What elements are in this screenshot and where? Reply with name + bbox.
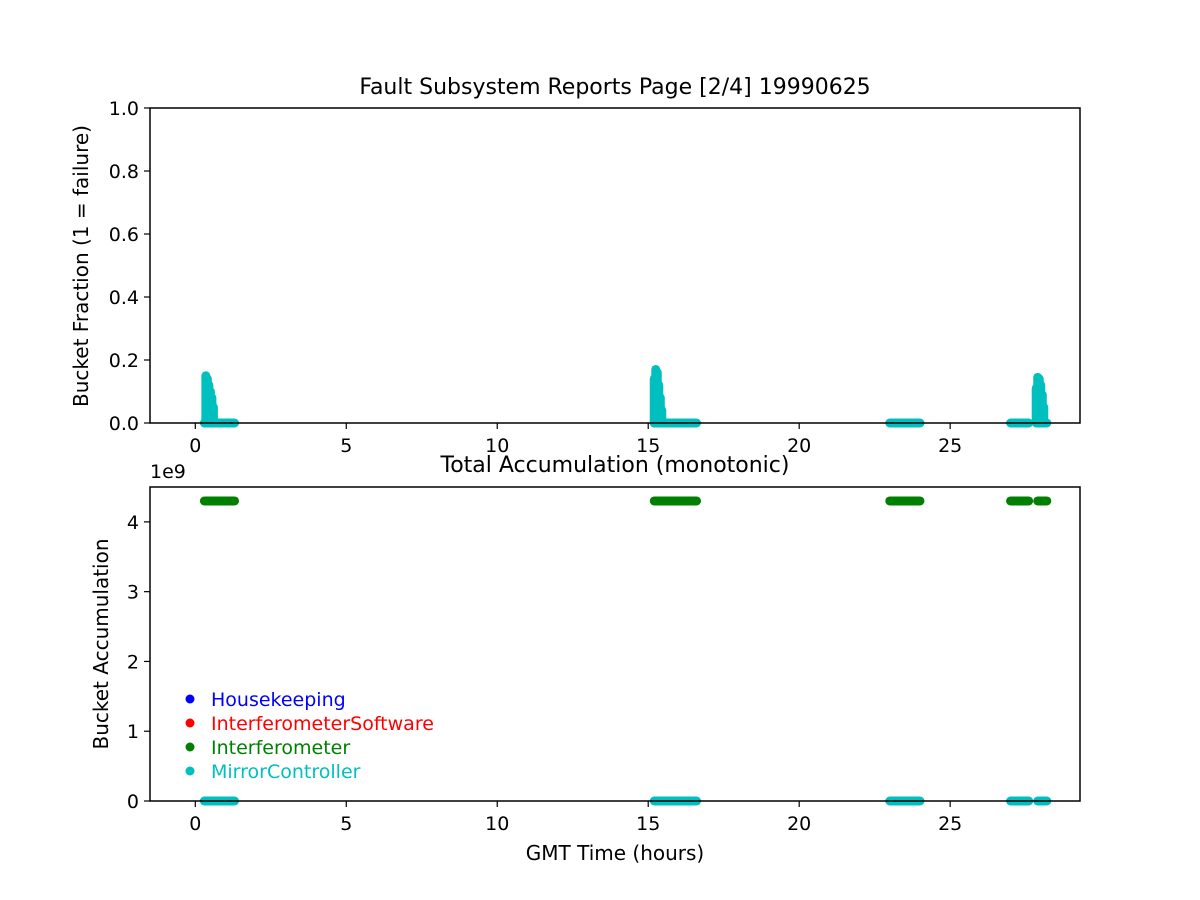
- legend-item: MirrorController: [185, 761, 361, 783]
- y-tick-label: 0.6: [109, 224, 139, 246]
- bottom-axes: Total Accumulation (monotonic) 1e9 Bucke…: [89, 453, 1081, 865]
- x-tick-label: 15: [636, 813, 660, 835]
- legend-marker: [185, 694, 195, 704]
- top-y-axis-label: Bucket Fraction (1 = failure): [69, 125, 93, 407]
- top-axis-ticks: 0 5 10 15 20 25 0.0 0.2 0.4 0.6 0.8 1.0: [109, 98, 962, 457]
- legend-label: Interferometer: [211, 737, 350, 759]
- x-tick-label: 5: [340, 813, 352, 835]
- top-axes-frame: [149, 107, 1081, 424]
- y-tick-label: 0.2: [109, 350, 139, 372]
- legend-item: InterferometerSoftware: [185, 713, 434, 735]
- legend-marker: [185, 766, 195, 776]
- y-tick-label: 0: [127, 791, 139, 813]
- x-tick-label: 0: [189, 813, 201, 835]
- y-tick-label: 0.4: [109, 287, 139, 309]
- x-tick-label: 10: [485, 813, 509, 835]
- legend-item: Interferometer: [185, 737, 350, 759]
- legend: HousekeepingInterferometerSoftwareInterf…: [185, 689, 434, 783]
- x-tick-label: 20: [787, 435, 811, 457]
- y-tick-label: 1: [127, 721, 139, 743]
- x-tick-label: 0: [189, 435, 201, 457]
- y-tick-label: 0.8: [109, 161, 139, 183]
- legend-marker: [185, 718, 195, 728]
- x-tick-label: 25: [938, 813, 962, 835]
- legend-label: InterferometerSoftware: [211, 713, 434, 735]
- y-tick-label: 0.0: [109, 413, 139, 435]
- x-axis-label: GMT Time (hours): [526, 841, 704, 865]
- legend-marker: [185, 742, 195, 752]
- top-axes: Fault Subsystem Reports Page [2/4] 19990…: [69, 75, 1081, 457]
- x-tick-label: 10: [485, 435, 509, 457]
- bottom-axis-ticks: 0 5 10 15 20 25 0 1 2 3 4: [127, 512, 962, 835]
- top-plot-marks: [199, 364, 1052, 428]
- bottom-y-axis-label: Bucket Accumulation: [89, 538, 113, 749]
- y-tick-label: 1.0: [109, 98, 139, 120]
- legend-item: Housekeeping: [185, 689, 346, 711]
- bottom-chart-title: Total Accumulation (monotonic): [440, 453, 790, 478]
- y-tick-label: 2: [127, 651, 139, 673]
- x-tick-label: 25: [938, 435, 962, 457]
- x-tick-label: 20: [787, 813, 811, 835]
- y-tick-label: 3: [127, 582, 139, 604]
- legend-label: MirrorController: [211, 761, 361, 783]
- top-chart-title: Fault Subsystem Reports Page [2/4] 19990…: [359, 75, 870, 100]
- legend-label: Housekeeping: [211, 689, 346, 711]
- bottom-y-offset-text: 1e9: [150, 461, 186, 483]
- x-tick-label: 15: [636, 435, 660, 457]
- bottom-axes-frame: [149, 486, 1081, 802]
- x-tick-label: 5: [340, 435, 352, 457]
- y-tick-label: 4: [127, 512, 139, 534]
